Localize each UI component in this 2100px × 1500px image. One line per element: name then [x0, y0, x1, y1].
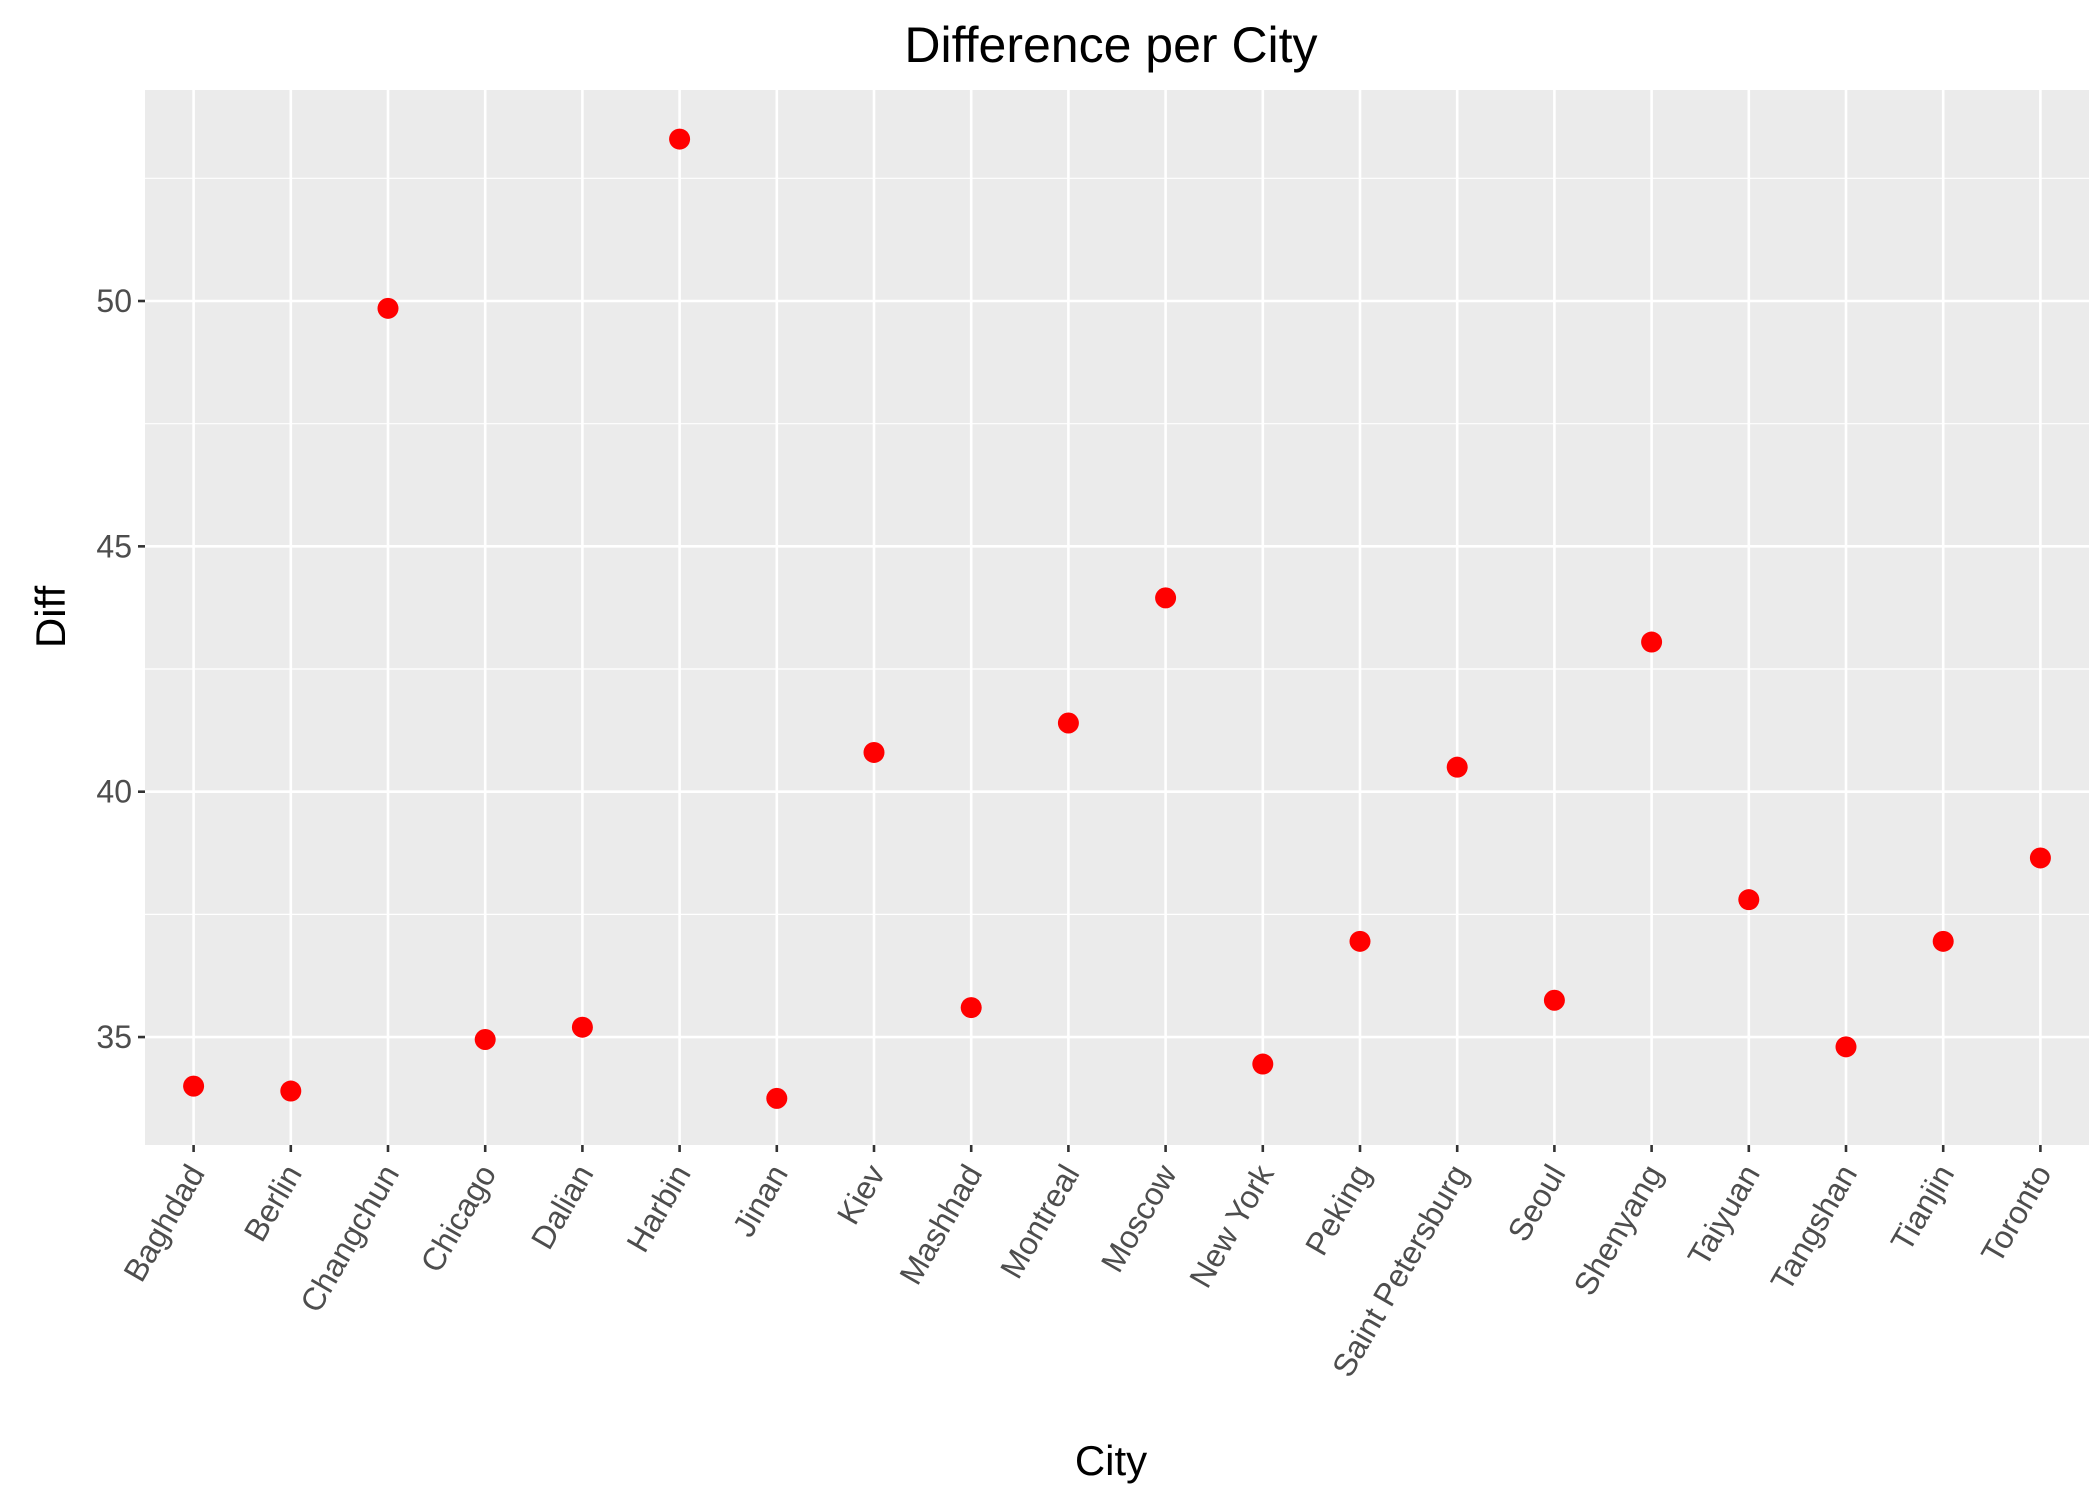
data-point: [669, 128, 691, 150]
y-tick-label: 50: [96, 283, 132, 319]
x-axis-title: City: [1075, 1437, 1147, 1484]
data-point: [960, 997, 982, 1019]
axis-ticks: [138, 299, 2042, 1152]
x-tick-label: Seoul: [1500, 1159, 1572, 1248]
x-tick-label: Toronto: [1974, 1159, 2059, 1269]
data-point: [863, 741, 885, 763]
x-tick-label: Baghdad: [116, 1159, 211, 1288]
x-tick-label: New York: [1182, 1158, 1281, 1294]
x-tick-label: Chicago: [413, 1159, 503, 1279]
data-point: [1349, 930, 1371, 952]
data-point: [1738, 889, 1760, 911]
x-tick-label: Changchun: [293, 1159, 406, 1319]
data-point: [1641, 631, 1663, 653]
y-tick-label: 45: [96, 528, 132, 564]
data-points: [183, 128, 2051, 1109]
x-tick-label: Dalian: [524, 1159, 601, 1256]
x-tick-label: Jinan: [725, 1159, 794, 1243]
data-point: [474, 1029, 496, 1050]
x-tick-label: Shenyang: [1566, 1159, 1669, 1302]
data-point: [280, 1080, 302, 1102]
x-tick-label: Taiyuan: [1681, 1159, 1767, 1273]
x-tick-label: Tianjin: [1884, 1159, 1962, 1258]
data-point: [1835, 1036, 1857, 1058]
y-tick-label: 35: [96, 1019, 132, 1055]
x-tick-label: Kiev: [830, 1159, 892, 1231]
data-point: [1155, 587, 1177, 609]
y-tick-labels: 35 40 45 50: [96, 283, 132, 1055]
data-point: [1252, 1053, 1274, 1075]
data-point: [1446, 756, 1468, 778]
data-point: [766, 1087, 788, 1109]
data-point: [1543, 989, 1565, 1011]
x-tick-label: Mashhad: [892, 1159, 989, 1291]
x-tick-label: Peking: [1298, 1159, 1378, 1262]
x-tick-label: Tangshan: [1763, 1159, 1864, 1297]
x-tick-label: Moscow: [1094, 1158, 1184, 1278]
x-tick-label: Harbin: [619, 1159, 697, 1259]
data-point: [1932, 930, 1954, 952]
data-point: [571, 1016, 593, 1038]
plot-panel: [145, 90, 2089, 1145]
x-tick-label: Berlin: [237, 1159, 309, 1248]
minor-gridlines: [145, 177, 2089, 915]
data-point: [183, 1075, 205, 1097]
y-axis-title: Diff: [27, 586, 74, 649]
data-point: [2029, 847, 2051, 869]
data-point: [1057, 712, 1079, 734]
data-point: [377, 297, 399, 319]
x-tick-label: Montreal: [993, 1159, 1086, 1285]
chart-title: Difference per City: [904, 17, 1317, 73]
major-gridlines: [145, 90, 2089, 1145]
y-tick-label: 40: [96, 774, 132, 810]
